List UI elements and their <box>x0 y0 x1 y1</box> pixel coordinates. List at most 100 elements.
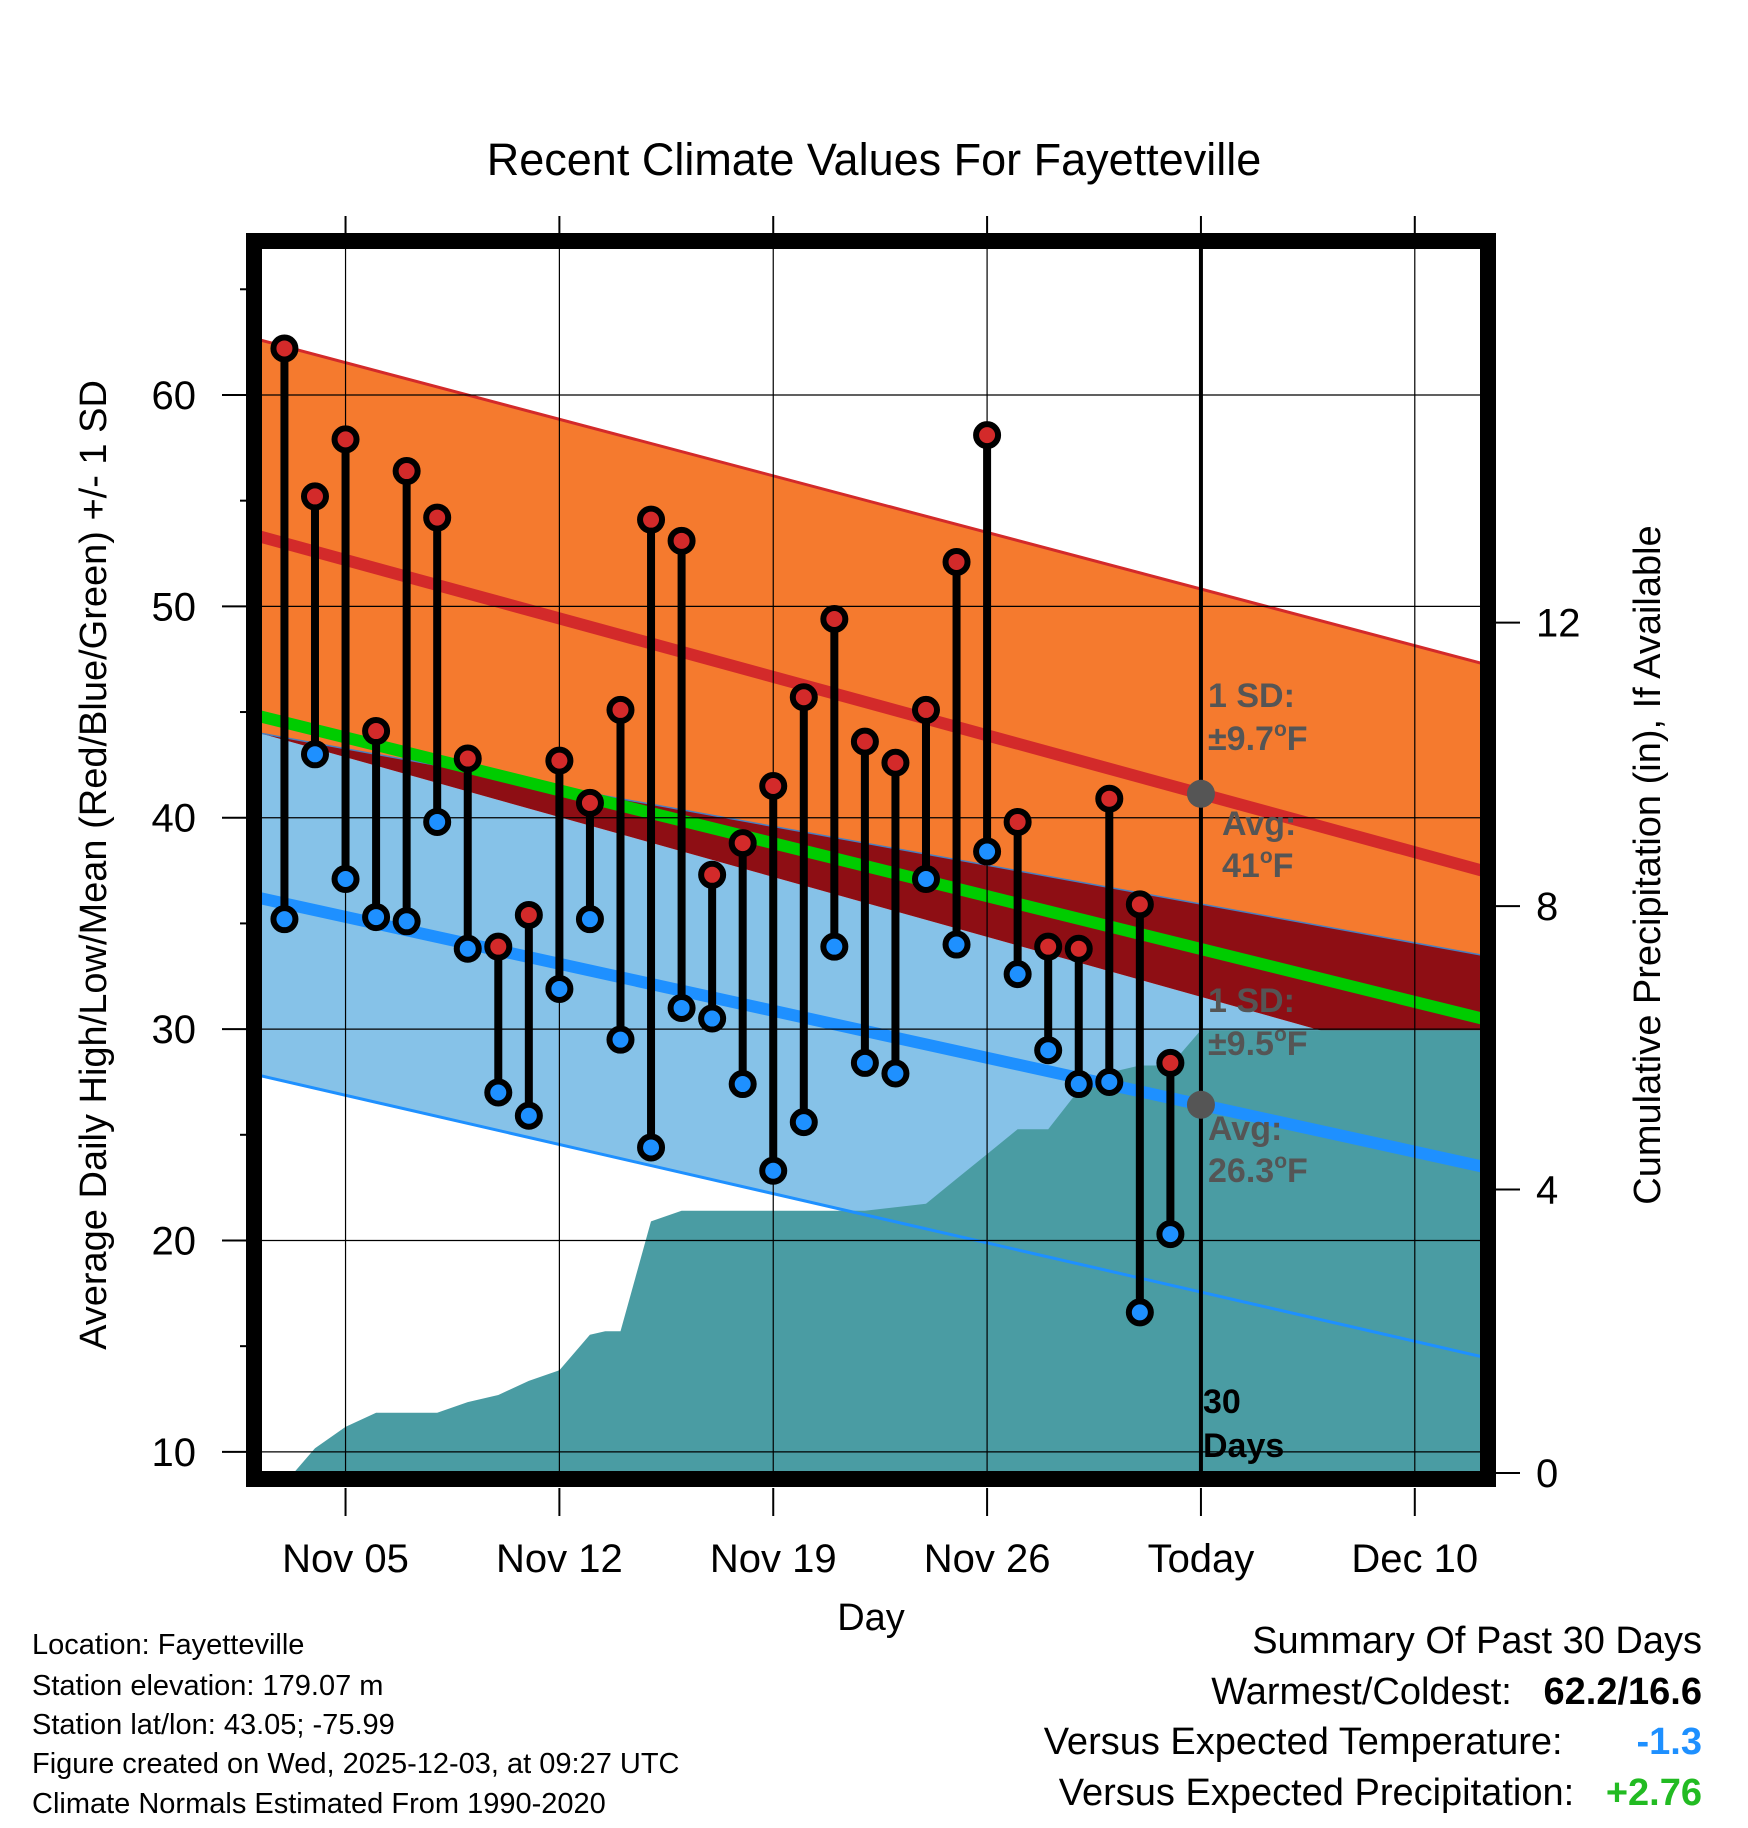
high-marker <box>331 425 360 454</box>
high-marker <box>942 547 971 576</box>
low-marker <box>759 1156 788 1185</box>
y2-tick-label: 12 <box>1536 602 1581 646</box>
y-tick-label: 10 <box>152 1431 197 1475</box>
high-marker <box>1156 1048 1185 1077</box>
summary-precip: Versus Expected Precipitation: +2.76 <box>1044 1773 1702 1813</box>
precip-label: Versus Expected Precipitation: <box>1058 1772 1575 1814</box>
daily-markers <box>270 334 1215 1327</box>
low-marker <box>637 1133 666 1162</box>
x-tick-label: Dec 10 <box>1351 1537 1478 1581</box>
low-marker <box>1125 1298 1154 1327</box>
high-marker <box>1125 890 1154 919</box>
high-marker <box>820 605 849 634</box>
low-marker <box>606 1025 635 1054</box>
today-low-avg-dot <box>1186 1090 1215 1119</box>
high-marker <box>453 744 482 773</box>
high-marker <box>973 421 1002 450</box>
low-marker <box>667 993 696 1022</box>
high-marker <box>667 526 696 555</box>
x-tick-label: Nov 26 <box>924 1537 1051 1581</box>
y2-tick-label: 0 <box>1536 1452 1558 1496</box>
high-marker <box>362 717 391 746</box>
y2-tick-label: 4 <box>1536 1169 1558 1213</box>
latlon-text: Station lat/lon: 43.05; -75.99 <box>32 1709 395 1741</box>
high-plus-sd-line <box>260 338 1482 665</box>
high-marker <box>881 748 910 777</box>
y-tick-label: 40 <box>152 797 197 841</box>
low-marker <box>881 1059 910 1088</box>
high-marker <box>575 788 604 817</box>
right-axis: 0 4 8 12 <box>1488 602 1581 1496</box>
high-marker <box>423 503 452 532</box>
high-marker <box>789 683 818 712</box>
overlap-band <box>260 733 1482 1076</box>
low-marker <box>362 903 391 932</box>
high-sd-band <box>260 340 1482 956</box>
high-marker <box>698 860 727 889</box>
low-marker <box>1156 1220 1185 1249</box>
x-tick-label: Nov 12 <box>496 1537 623 1581</box>
plot-frame <box>246 233 1496 1487</box>
location-text: Location: Fayetteville <box>32 1629 305 1661</box>
y-tick-label: 20 <box>152 1219 197 1263</box>
low-marker <box>850 1048 879 1077</box>
daily-range-bars <box>280 348 1175 1313</box>
annotations: 1 SD: ±9.7oF Avg: 41oF 1 SD: ±9.5oF Avg:… <box>1203 677 1308 1465</box>
chart-title: Recent Climate Values For Fayetteville <box>487 134 1261 185</box>
low-marker <box>331 865 360 894</box>
x-axis-label: Day <box>837 1597 905 1639</box>
temp-label: Versus Expected Temperature: <box>1043 1721 1563 1763</box>
low-sd-label: 1 SD: <box>1208 982 1295 1020</box>
y-tick-label: 60 <box>152 374 197 418</box>
low-marker <box>1003 960 1032 989</box>
y-axis-label: Average Daily High/Low/Mean (Red/Blue/Gr… <box>73 380 115 1350</box>
x-tick-label: Nov 19 <box>710 1537 837 1581</box>
summary-title: Summary Of Past 30 Days <box>1252 1620 1702 1662</box>
high-marker <box>514 900 543 929</box>
high-sd-label: 1 SD: <box>1208 677 1295 715</box>
high-marker <box>545 746 574 775</box>
x-tick-label: Nov 05 <box>282 1537 409 1581</box>
high-marker <box>484 932 513 961</box>
high-marker <box>759 772 788 801</box>
y-tick-label: 50 <box>152 585 197 629</box>
high-marker <box>637 505 666 534</box>
low-marker <box>453 934 482 963</box>
low-marker <box>1095 1067 1124 1096</box>
summary-panel: Summary Of Past 30 Days Warmest/Coldest:… <box>1044 1621 1702 1813</box>
x-tick-label: Today <box>1148 1537 1255 1581</box>
bottom-axis: Nov 05 Nov 12 Nov 19 Nov 26 Today Dec 10 <box>282 216 1478 1581</box>
high-marker <box>1003 807 1032 836</box>
temp-value: -1.3 <box>1636 1721 1702 1763</box>
normals-text: Climate Normals Estimated From 1990-2020 <box>32 1788 606 1820</box>
high-marker <box>606 695 635 724</box>
low-marker <box>545 974 574 1003</box>
low-marker <box>1064 1070 1093 1099</box>
low-marker <box>973 837 1002 866</box>
high-marker <box>392 457 421 486</box>
low-marker <box>820 932 849 961</box>
high-marker <box>911 695 940 724</box>
precip-value: +2.76 <box>1605 1772 1702 1814</box>
low-marker <box>728 1070 757 1099</box>
low-sd-value: ±9.5oF <box>1208 1023 1308 1063</box>
low-avg-value: 26.3oF <box>1208 1150 1308 1190</box>
low-marker <box>698 1004 727 1033</box>
low-marker <box>575 905 604 934</box>
low-marker <box>300 740 329 769</box>
high-marker <box>728 829 757 858</box>
low-marker <box>392 907 421 936</box>
low-marker <box>423 807 452 836</box>
station-info: Location: Fayetteville Station elevation… <box>32 1630 680 1819</box>
high-sd-value: ±9.7oF <box>1208 718 1308 758</box>
y-tick-label: 30 <box>152 1008 197 1052</box>
y2-tick-label: 8 <box>1536 885 1558 929</box>
low-avg-label: Avg: <box>1208 1110 1282 1148</box>
left-axis: 10 20 30 40 50 60 <box>152 288 254 1475</box>
low-marker <box>484 1078 513 1107</box>
summary-warm-cold: Warmest/Coldest: 62.2/16.6 <box>1044 1672 1702 1722</box>
low-minus-sd-line <box>260 1074 1482 1359</box>
high-marker <box>270 334 299 363</box>
high-avg-value: 41oF <box>1222 845 1293 885</box>
